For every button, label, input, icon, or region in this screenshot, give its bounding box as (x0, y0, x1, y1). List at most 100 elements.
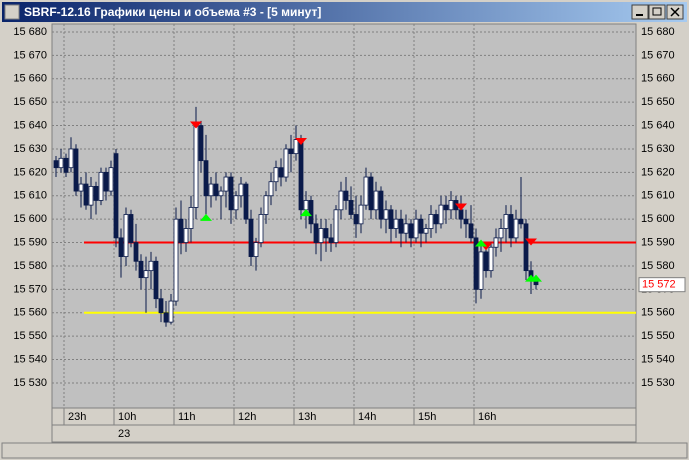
candle-body (253, 242, 259, 257)
plot-area (51, 23, 637, 409)
candle-body (383, 209, 389, 220)
candle-body (283, 148, 289, 178)
candle-body (183, 228, 189, 243)
x-tick-label: 23h (68, 411, 86, 423)
candle-body (433, 214, 439, 225)
x-tick-label: 16h (478, 411, 496, 423)
y-tick-label: 15 630 (13, 143, 47, 155)
candle-body (508, 214, 514, 239)
window-buttons[interactable] (631, 4, 684, 20)
y-tick-label: 15 550 (13, 330, 47, 342)
maximize-icon (652, 7, 662, 16)
x-tick-label: 11h (178, 411, 196, 423)
candle-body (83, 183, 89, 206)
scrollbar[interactable] (1, 442, 688, 459)
y-tick-label-right: 15 590 (641, 236, 675, 248)
candle-body (498, 228, 504, 239)
candle-body (408, 223, 414, 239)
candle-body (313, 223, 319, 243)
plot: 15 530 15 530 15 540 15 540 15 550 15 550 15 5… (13, 24, 686, 440)
candle-body (133, 242, 139, 262)
candle-body (173, 218, 179, 302)
candle-body (233, 195, 239, 211)
y-tick-label: 15 530 (13, 377, 47, 389)
candle-body (333, 209, 339, 243)
candle-body (203, 160, 209, 197)
y-tick-label: 15 580 (13, 260, 47, 272)
candle-body (78, 183, 84, 192)
y-tick-label: 15 620 (13, 166, 47, 178)
candle-body (343, 190, 349, 201)
last-price-box (638, 277, 686, 293)
y-tick-label: 15 570 (13, 283, 47, 295)
candle-body (378, 190, 384, 220)
candle-body (193, 125, 199, 208)
candle-body (98, 171, 104, 201)
candle-body (513, 218, 519, 239)
candle-body (398, 218, 404, 234)
last-price-label: 15 572 (642, 279, 676, 291)
candle-body (238, 183, 244, 197)
candle-body (488, 246, 494, 272)
candle-body (473, 237, 479, 290)
y-tick-label-right: 15 540 (641, 353, 675, 365)
candle-body (318, 228, 324, 243)
candle-body (308, 200, 314, 225)
candle-body (223, 176, 229, 192)
y-tick-label: 15 660 (13, 73, 47, 85)
candle-body (63, 157, 69, 173)
y-tick-label-right: 15 670 (641, 49, 675, 61)
candle-body (503, 214, 509, 229)
x-tick-label: 10h (118, 411, 136, 423)
candle-body (458, 209, 464, 220)
candle-body (128, 214, 134, 243)
candle-body (413, 218, 419, 239)
y-tick-label-right: 15 660 (641, 73, 675, 85)
date-label: 23 (118, 428, 130, 440)
y-tick-label-right: 15 610 (641, 190, 675, 202)
candle-body (113, 153, 119, 239)
candle-body (428, 214, 434, 229)
y-tick-label-right: 15 550 (641, 330, 675, 342)
candle-body (248, 218, 254, 257)
maximize-button[interactable] (648, 4, 666, 20)
candle-body (263, 195, 269, 215)
y-tick-label-right: 15 680 (641, 26, 675, 38)
candle-body (448, 200, 454, 211)
candle-body (363, 176, 369, 206)
candle-body (288, 148, 294, 155)
candle-body (348, 200, 354, 215)
y-tick-label: 15 670 (13, 49, 47, 61)
candle-body (168, 300, 174, 323)
candle-body (493, 237, 499, 248)
candle-body (93, 185, 99, 201)
candle-body (88, 185, 94, 206)
candle-body (198, 125, 204, 162)
candle-body (53, 160, 59, 169)
sell-signal (295, 137, 307, 145)
y-tick-label: 15 560 (13, 307, 47, 319)
candle-body (208, 183, 214, 197)
title-bar (2, 2, 687, 22)
candle-body (258, 214, 264, 243)
sell-signal (525, 238, 537, 246)
buy-signal (200, 213, 212, 221)
candle-body (163, 312, 169, 323)
candle-body (373, 190, 379, 211)
candle-body (463, 218, 469, 225)
minimize-button[interactable] (631, 4, 649, 20)
x-tick-label: 15h (418, 411, 436, 423)
candle-body (243, 183, 249, 220)
x-tick-label: 13h (298, 411, 316, 423)
candle-body (118, 237, 124, 257)
y-tick-label: 15 600 (13, 213, 47, 225)
candle-body (73, 148, 79, 192)
candle-body (468, 223, 474, 239)
candle-body (58, 157, 64, 169)
candle-body (213, 183, 219, 197)
candle-body (188, 207, 194, 229)
candle-body (418, 218, 424, 234)
candle-body (143, 270, 149, 279)
candle-body (393, 218, 399, 229)
